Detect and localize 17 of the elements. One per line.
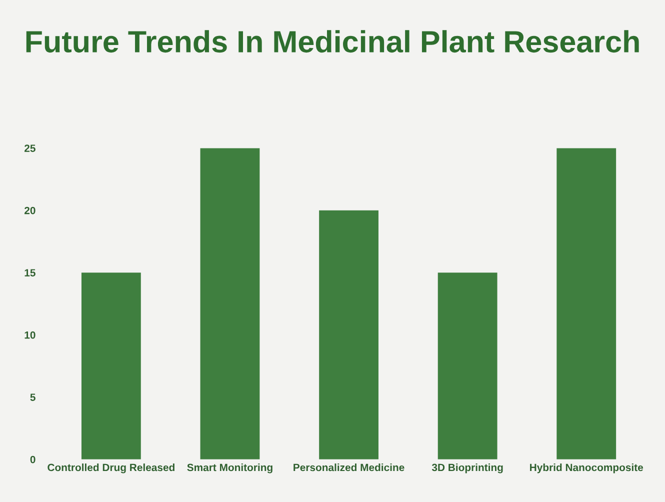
x-tick-label: Personalized Medicine xyxy=(294,463,404,472)
y-tick-label: 5 xyxy=(30,394,36,401)
bar xyxy=(319,210,378,460)
y-tick-label: 25 xyxy=(24,144,36,152)
y-tick-label: 15 xyxy=(24,269,36,276)
x-tick-label: 3D Bioprinting xyxy=(432,463,503,474)
bar xyxy=(81,272,141,460)
bar xyxy=(438,272,498,460)
y-tick-label: 0 xyxy=(30,456,36,464)
bar xyxy=(556,148,616,460)
y-tick-label: 10 xyxy=(24,331,36,339)
chart-title: Future Trends In Medicinal Plant Research xyxy=(26,30,639,53)
x-tick-label: Smart Monitoring xyxy=(187,463,272,474)
x-tick-label: Hybrid Nanocomposite xyxy=(530,463,644,474)
x-tick-label: Controlled Drug Released xyxy=(48,463,174,474)
bar xyxy=(200,148,260,460)
y-tick-label: 20 xyxy=(24,206,36,214)
